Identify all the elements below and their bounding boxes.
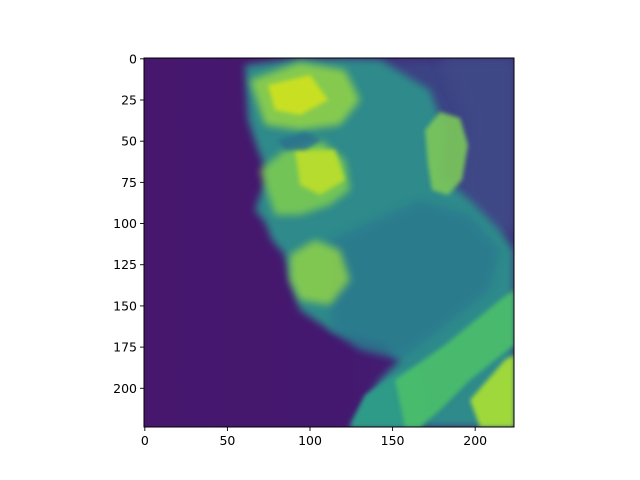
x-tick-label: 150 [381, 433, 405, 448]
y-tick-label: 75 [121, 175, 137, 190]
x-tick-label: 0 [141, 433, 149, 448]
chin-highlight [290, 240, 350, 305]
cheek-peak [295, 150, 345, 195]
y-tick-label: 150 [113, 298, 137, 313]
x-tick-label: 200 [463, 433, 487, 448]
y-axis: 0 25 50 75 100 125 150 175 200 [113, 51, 144, 396]
eye-shadow [278, 132, 322, 150]
ear [425, 112, 468, 195]
y-tick-label: 125 [113, 257, 137, 272]
dark-right-region [440, 58, 514, 240]
collar-peak [470, 355, 514, 427]
x-axis: 0 50 100 150 200 [141, 427, 487, 448]
neck-region [330, 200, 500, 360]
y-tick-label: 25 [121, 93, 137, 108]
y-tick-label: 175 [113, 340, 137, 355]
y-tick-label: 50 [121, 134, 137, 149]
x-tick-label: 100 [298, 433, 322, 448]
y-tick-label: 0 [129, 51, 137, 66]
y-tick-label: 100 [113, 216, 137, 231]
collar-highlight [395, 290, 514, 427]
x-tick-label: 50 [219, 433, 235, 448]
y-tick-label: 200 [113, 381, 137, 396]
plot-frame [143, 57, 515, 428]
heatmap-image [144, 58, 514, 427]
forehead-peak [268, 75, 328, 115]
